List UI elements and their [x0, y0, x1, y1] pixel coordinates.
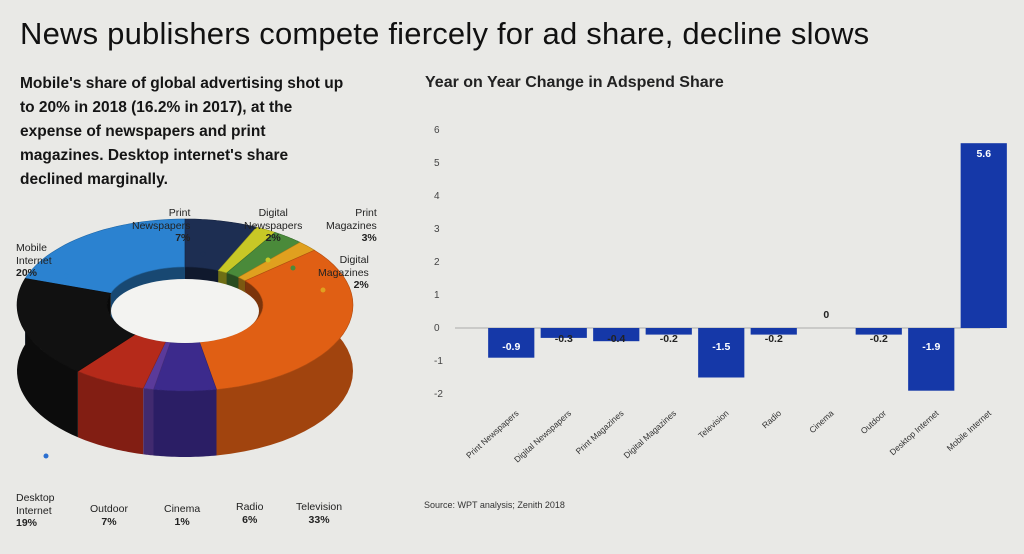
bar-digital-newspapers [540, 328, 587, 338]
donut-top [16, 218, 354, 392]
donut-label-desktop-internet: Desktop Internet 19% [16, 492, 55, 530]
donut-label-name: Radio [236, 501, 264, 513]
donut-label-name: Print Magazines [326, 207, 377, 232]
donut-label-pct: 7% [101, 515, 117, 528]
donut-label-name: Print Newspapers [132, 207, 191, 232]
donut-side-radio [153, 389, 217, 457]
category-label: Desktop Internet [888, 408, 942, 458]
bar-digital-magazines [645, 328, 692, 335]
donut-side-outdoor [77, 371, 144, 455]
y-tick-label: -2 [434, 389, 443, 400]
category-label: Radio [760, 408, 783, 430]
donut-leader-dot [200, 251, 206, 257]
y-tick-label: 3 [434, 224, 440, 235]
donut-chart [16, 218, 354, 459]
donut-label-pct: 6% [242, 513, 258, 526]
bar-print-newspapers [488, 328, 535, 358]
y-tick-label: 6 [434, 125, 440, 136]
bars: -0.9 Print Newspapers -0.3 Digital Newspape… [464, 143, 1007, 464]
bar-radio [750, 328, 797, 335]
donut-leader-dot [265, 257, 271, 263]
donut-label-print-newspapers: Print Newspapers 7% [132, 207, 190, 245]
y-axis-ticks: 6 5 4 3 2 1 0 -1 -2 [434, 125, 443, 400]
donut-label-digital-newspapers: Digital Newspapers 2% [244, 207, 302, 245]
bar-value-label: 5.6 [976, 148, 991, 160]
donut-side-desktop-internet [17, 278, 78, 438]
donut-label-name: Digital Magazines [318, 254, 369, 279]
donut-side-cinema [143, 388, 154, 456]
donut-label-radio: Radio 6% [236, 501, 263, 526]
donut-label-name: Cinema [164, 503, 201, 515]
donut-label-pct: 33% [308, 513, 330, 526]
donut-label-outdoor: Outdoor 7% [90, 503, 128, 528]
bar-outdoor [855, 328, 902, 335]
bar-chart-title: Year on Year Change in Adspend Share [425, 74, 724, 91]
bar-value-label: -1.5 [712, 341, 730, 353]
donut-label-pct: 2% [265, 232, 281, 244]
y-tick-label: 0 [434, 323, 440, 334]
bar-value-label: -0.2 [765, 333, 783, 345]
bar-television [698, 328, 745, 378]
donut-leader-dot [290, 265, 296, 271]
donut-hole [111, 279, 259, 343]
donut-leader-dot [63, 273, 69, 279]
bar-mobile-internet [960, 143, 1007, 328]
category-label: Outdoor [859, 408, 889, 436]
intro-text: Mobile's share of global advertising sho… [20, 75, 344, 188]
donut-label-pct: 3% [361, 232, 377, 244]
bar-value-label: -1.9 [922, 341, 940, 353]
bar-value-label: -0.9 [502, 341, 520, 353]
category-label: Digital Newspapers [512, 408, 573, 464]
donut-label-pct: 2% [353, 279, 369, 291]
bar-desktop-internet [908, 328, 955, 391]
donut-label-name: Mobile Internet [16, 242, 52, 267]
category-label: Mobile Internet [945, 408, 994, 453]
category-label: Print Newspapers [464, 408, 521, 460]
bar-value-label: -0.3 [555, 333, 573, 345]
donut-label-name: Television [296, 501, 343, 513]
y-tick-label: 2 [434, 257, 440, 268]
bar-value-label: -0.4 [607, 333, 625, 345]
donut-leader-lines [43, 251, 326, 459]
bar-chart: 6 5 4 3 2 1 0 -1 -2 -0.9 Print Newspapers -0.3 Digit… [434, 125, 1007, 464]
donut-label-name: Outdoor [90, 503, 128, 515]
y-tick-label: 5 [434, 158, 440, 169]
category-label: Television [696, 408, 731, 441]
y-tick-label: 4 [434, 191, 440, 202]
bar-print-magazines [593, 328, 640, 342]
category-label: Cinema [807, 408, 836, 435]
donut-leader-dot [320, 287, 326, 293]
donut-label-digital-magazines: Digital Magazines 2% [318, 254, 369, 292]
donut-label-name: Desktop Internet [16, 492, 55, 517]
donut-label-pct: 19% [16, 517, 38, 529]
bar-value-label: -0.2 [660, 333, 678, 345]
bar-value-label: 0 [823, 309, 829, 321]
donut-label-cinema: Cinema 1% [164, 503, 200, 528]
donut-label-television: Television 33% [296, 501, 342, 526]
category-label: Digital Magazines [622, 408, 679, 460]
donut-label-mobile-internet: Mobile Internet 20% [16, 242, 52, 280]
donut-label-pct: 1% [174, 515, 190, 528]
donut-label-pct: 20% [16, 267, 38, 279]
donut-label-pct: 7% [175, 232, 191, 244]
y-tick-label: 1 [434, 290, 440, 301]
source-note: Source: WPT analysis; Zenith 2018 [424, 500, 565, 510]
donut-label-print-magazines: Print Magazines 3% [326, 207, 377, 245]
page-title: News publishers compete fiercely for ad … [20, 16, 870, 51]
y-tick-label: -1 [434, 356, 443, 367]
donut-label-name: Digital Newspapers [244, 207, 303, 232]
bar-value-label: -0.2 [870, 333, 888, 345]
donut-leader-dot [43, 453, 49, 459]
category-label: Print Magazines [574, 408, 626, 456]
